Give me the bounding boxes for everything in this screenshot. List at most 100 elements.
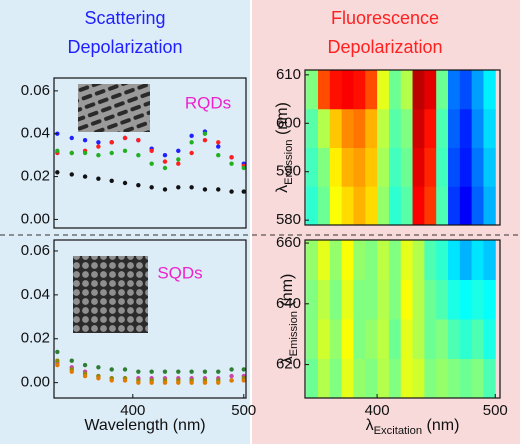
y-tick-label: 0.02 (21, 168, 50, 185)
data-point (55, 170, 60, 175)
data-point (96, 144, 101, 149)
heat-cell (471, 279, 484, 320)
heat-cell (341, 147, 354, 187)
data-point (69, 369, 74, 374)
heat-cell (471, 186, 484, 226)
heat-cell (436, 186, 449, 226)
heat-cell (318, 240, 331, 280)
data-point (176, 185, 181, 190)
data-point (189, 150, 194, 156)
heat-cell (306, 186, 319, 226)
label-subscript: Emission (283, 139, 295, 184)
heat-cell (306, 358, 319, 399)
heat-cell (436, 279, 449, 320)
heat-cell (471, 358, 484, 399)
heat-cell (471, 319, 484, 359)
data-point (189, 140, 194, 145)
heat-cell (412, 319, 425, 359)
heat-cell (341, 358, 354, 399)
y-tick-label: 0.02 (21, 330, 50, 347)
data-point (82, 362, 88, 368)
data-point (176, 369, 181, 374)
data-point (176, 380, 181, 385)
y-tick-label: 0.06 (21, 82, 50, 99)
heat-cell (365, 319, 378, 359)
heat-cell (471, 108, 484, 148)
heat-cell (365, 358, 378, 399)
heat-cell (424, 240, 437, 280)
data-point (96, 376, 101, 381)
data-point (229, 373, 234, 379)
data-point (122, 180, 128, 186)
heat-cell (483, 358, 496, 399)
heat-cell (365, 108, 378, 148)
heat-cell (318, 147, 331, 187)
heat-cell (436, 319, 449, 359)
heat-cell (459, 358, 473, 399)
data-point (162, 165, 168, 171)
heat-cell (306, 70, 319, 110)
y-tick-label: 0.00 (21, 374, 50, 391)
data-point (82, 150, 88, 156)
data-point (149, 369, 154, 374)
rqd-inset-image (78, 84, 150, 132)
heat-cell (306, 279, 319, 320)
heat-cell (377, 108, 390, 148)
heat-cell (306, 319, 319, 359)
data-point (136, 369, 141, 374)
heat-cell (400, 186, 414, 226)
heat-cell (412, 108, 425, 148)
data-point (149, 161, 154, 166)
heat-cell (365, 147, 378, 187)
data-point (176, 157, 181, 162)
data-point (82, 137, 88, 143)
heat-cell (448, 108, 461, 148)
data-point (202, 369, 208, 374)
annotation: SQDs (157, 263, 202, 282)
heat-cell (412, 186, 425, 226)
y-tick-label: 620 (276, 356, 301, 373)
heat-cell (329, 186, 343, 226)
data-point (176, 161, 181, 166)
heat-cell (353, 70, 366, 110)
data-point (162, 159, 168, 164)
data-point (162, 369, 168, 374)
data-point (216, 144, 221, 149)
heat-cell (341, 186, 354, 226)
heat-cell (448, 358, 461, 399)
label-subscript: Excitation (374, 425, 423, 437)
heat-cell (424, 70, 437, 110)
heat-cell (377, 279, 390, 320)
heat-cell (341, 70, 354, 110)
data-point (55, 148, 60, 154)
y-tick-label: 610 (276, 66, 301, 83)
heat-cell (388, 319, 402, 359)
panel-title: Depolarization (327, 37, 442, 57)
heat-cell (424, 108, 437, 148)
heat-cell (436, 70, 449, 110)
heat-cell (459, 319, 473, 359)
heat-cell (471, 147, 484, 187)
heat-cell (329, 108, 343, 148)
data-point (189, 369, 194, 374)
data-point (202, 187, 208, 192)
heat-cell (341, 319, 354, 359)
data-point (216, 140, 221, 145)
axis-label: λEmission (nm) (279, 274, 300, 365)
heat-cell (365, 240, 378, 280)
heat-cell (318, 108, 331, 148)
heat-cell (424, 279, 437, 320)
data-point (216, 369, 221, 374)
axis-label: λExcitation (nm) (366, 417, 460, 437)
heat-cell (306, 108, 319, 148)
data-point (149, 185, 154, 190)
heat-cell (459, 108, 473, 148)
data-point (109, 367, 114, 372)
data-point (189, 380, 194, 385)
heat-cell (483, 186, 496, 226)
data-point (69, 150, 74, 156)
heat-cell (448, 70, 461, 110)
heat-cell (448, 319, 461, 359)
annotation: RQDs (185, 93, 231, 112)
